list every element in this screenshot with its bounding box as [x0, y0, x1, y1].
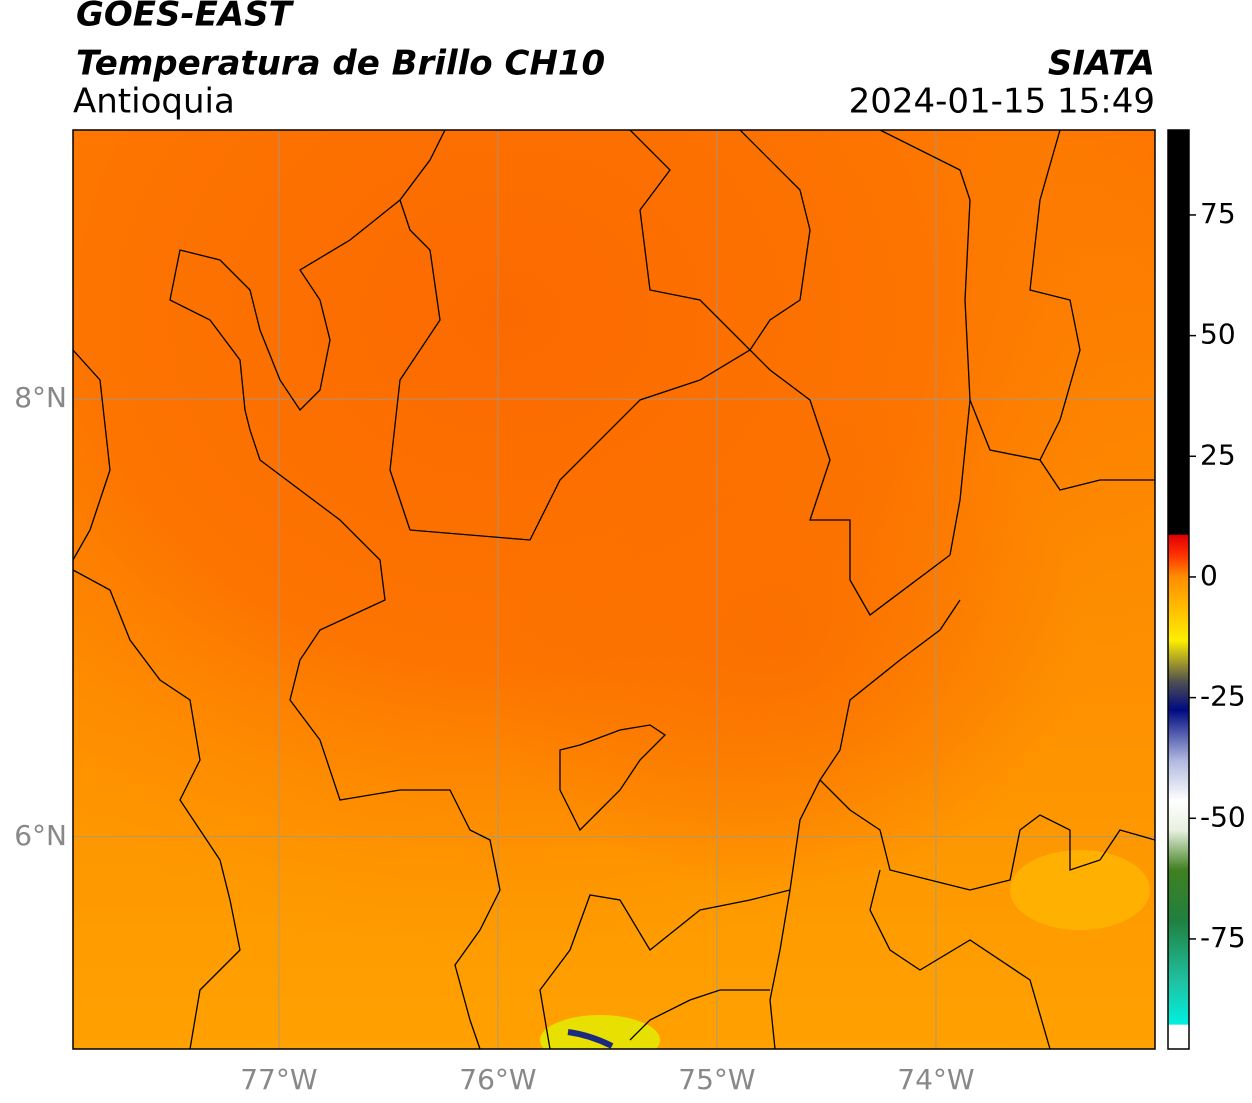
colorbar-tick-label: -25 [1200, 680, 1246, 713]
field-cold [73, 130, 1155, 1049]
boundaries [73, 130, 1155, 1049]
subtitle: Temperatura de Brillo CH10 [76, 44, 605, 84]
map-frame [72, 129, 1156, 1050]
y-tick-label: 6°N [14, 819, 67, 852]
region: Antioquia [73, 82, 235, 122]
field-warm [540, 1015, 660, 1049]
source: SIATA [1048, 44, 1155, 84]
colorbar [1167, 129, 1190, 1050]
colorbar-tick-label: -50 [1200, 800, 1246, 833]
datetime: 2024-01-15 15:49 [849, 82, 1155, 122]
map-area [73, 130, 1155, 1049]
title: GOES-EAST [76, 0, 295, 35]
axes: 77°W 76°W 75°W 74°W 8°N 6°N [14, 381, 974, 1096]
x-tick-label: 74°W [897, 1063, 974, 1096]
colorbar-ticks: 75 50 25 0 -25 -50 -75 [1189, 197, 1246, 954]
x-tick-label: 76°W [459, 1063, 536, 1096]
colorbar-tick-label: 75 [1200, 197, 1236, 230]
x-tick-label: 77°W [240, 1063, 317, 1096]
colorbar-tick-label: 50 [1200, 318, 1236, 351]
y-tick-label: 8°N [14, 381, 67, 414]
x-tick-label: 75°W [678, 1063, 755, 1096]
grid [73, 130, 1155, 1049]
colorbar-tick-label: -75 [1200, 921, 1246, 954]
field-cold-core [567, 1029, 614, 1049]
colorbar-tick-label: 25 [1200, 438, 1236, 471]
field-warm [1010, 850, 1150, 930]
colorbar-tick-label: 0 [1200, 559, 1218, 592]
